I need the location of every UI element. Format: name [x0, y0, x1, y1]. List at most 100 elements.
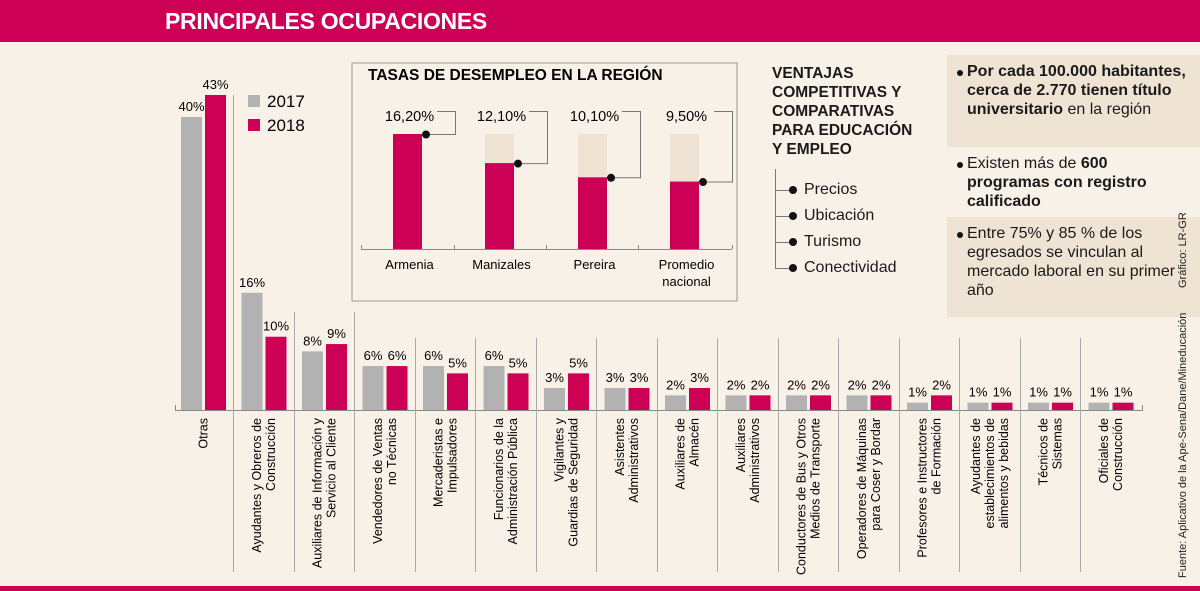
bar-2017	[665, 395, 686, 410]
value-label-2018: 1%	[993, 385, 1012, 400]
category-label: AuxiliaresAdministrativos	[734, 418, 762, 503]
value-label-2018: 5%	[448, 355, 467, 370]
value-label-2017: 2%	[787, 377, 806, 392]
bar-2017	[362, 366, 384, 410]
bar-2017	[1028, 402, 1049, 410]
value-label-2017: 6%	[364, 348, 383, 363]
value-label-2018: 5%	[509, 355, 528, 370]
header-bar: PRINCIPALES OCUPACIONES	[0, 0, 1200, 42]
bar-2018	[447, 373, 468, 410]
bullet-icon	[957, 70, 963, 76]
ventajas-title-line: COMPETITIVAS Y	[772, 84, 902, 101]
bar-2018	[1052, 402, 1073, 410]
unemployment-title: TASAS DE DESEMPLEO EN LA REGIÓN	[368, 66, 663, 84]
source-credit: Fuente: Aplicativo de la Ape-Sena/Dane/M…	[1177, 312, 1189, 578]
callout-dot	[607, 173, 615, 182]
unemployment-category-label: Armenia	[385, 257, 434, 272]
callout-line	[426, 111, 456, 135]
fact-text: en la región	[1063, 101, 1152, 118]
ventajas-item-label: Conectividad	[804, 259, 897, 276]
ventajas-title-line: Y EMPLEO	[772, 141, 852, 158]
value-label-2018: 9%	[327, 326, 346, 341]
category-label: Auxiliares de Información yServicio al C…	[311, 417, 339, 568]
value-label-2018: 43%	[202, 77, 228, 92]
bar-2018	[991, 402, 1013, 410]
value-label-2018: 2%	[811, 377, 830, 392]
category-label: Vigilantes yGuardias de Seguridad	[553, 417, 581, 546]
category-label: Mercaderistas eImpulsadores	[432, 418, 460, 507]
unemployment-value-label: 10,10%	[570, 109, 619, 125]
bar-2017	[1088, 402, 1110, 410]
unemployment-bar	[485, 163, 514, 249]
bar-2018	[628, 388, 650, 410]
category-label: Ayudantes y Obreros deConstrucción	[250, 418, 278, 553]
fact-text: Existen más de	[967, 155, 1081, 172]
bar-2017	[907, 402, 928, 410]
bar-2018	[326, 344, 347, 410]
bar-2017	[181, 116, 202, 410]
value-label-2017: 16%	[239, 275, 265, 290]
bar-2018	[265, 336, 287, 410]
value-label-2017: 2%	[848, 377, 867, 392]
unemployment-value-label: 9,50%	[666, 109, 707, 125]
occupations-chart: 40% 43% Otras 16% 10% Ayudantes y Obreros deC…	[175, 77, 1143, 575]
unemployment-value-label: 16,20%	[385, 109, 434, 125]
callout-line	[518, 111, 548, 165]
value-label-2017: 6%	[485, 348, 504, 363]
value-label-2017: 40%	[178, 99, 204, 114]
bar-2017	[725, 395, 747, 410]
bar-2017	[483, 366, 505, 410]
value-label-2017: 8%	[303, 333, 322, 348]
bar-2018	[931, 395, 952, 410]
unemployment-bar	[670, 181, 699, 249]
value-label-2018: 1%	[1053, 385, 1072, 400]
bar-2017	[241, 292, 263, 410]
footer-bar	[0, 586, 1200, 591]
bar-2018	[810, 395, 831, 410]
ventajas-panel: VENTAJAS COMPETITIVAS Y COMPARATIVAS PARA E…	[772, 64, 942, 283]
value-label-2018: 2%	[932, 377, 951, 392]
value-label-2017: 6%	[424, 348, 443, 363]
ventajas-item: Conectividad	[775, 255, 942, 283]
fact-item: Existen más de 600 programas con registr…	[947, 147, 1200, 217]
bar-2017	[423, 366, 444, 410]
value-label-2018: 3%	[630, 370, 649, 385]
value-label-2018: 6%	[388, 348, 407, 363]
value-label-2017: 3%	[606, 370, 625, 385]
unemployment-category-label: Promedio nacional	[659, 257, 715, 289]
category-label: Operadores de Máquinaspara Coser y Borda…	[855, 418, 883, 559]
unemployment-chart: TASAS DE DESEMPLEO EN LA REGIÓN 16,20% Ar…	[351, 62, 738, 302]
fact-item: Por cada 100.000 habitantes, cerca de 2.…	[947, 55, 1200, 147]
legend-swatch-2018	[248, 119, 260, 131]
legend-label-2017: 2017	[267, 92, 305, 111]
bar-2017	[544, 388, 565, 410]
fact-bold-text: 600 programas con registro calificado	[967, 155, 1147, 210]
unemployment-bar	[393, 134, 422, 249]
bar-2018	[689, 388, 710, 410]
category-label: Conductores de Bus y OtrosMedios de Tran…	[795, 418, 823, 575]
bar-2018	[870, 395, 892, 410]
bar-2017	[302, 351, 323, 410]
callout-line	[611, 111, 641, 179]
value-label-2017: 2%	[666, 377, 685, 392]
value-label-2017: 1%	[1029, 385, 1048, 400]
value-label-2018: 10%	[263, 319, 289, 334]
value-label-2017: 1%	[969, 385, 988, 400]
category-label: Profesores e Instructoresde Formación	[916, 418, 944, 558]
bar-2018	[749, 395, 771, 410]
ventajas-item-label: Precios	[804, 181, 858, 198]
bullet-icon	[789, 238, 797, 246]
ventajas-item: Ubicación	[776, 203, 942, 229]
category-label: Funcionarios de laAdministración Pública	[492, 418, 520, 544]
callout-line	[703, 111, 733, 183]
fact-bold-text: Por cada 100.000 habitantes, cerca de 2.…	[967, 63, 1186, 118]
category-label: Auxiliares deAlmacén	[674, 418, 702, 490]
callout-dot	[514, 159, 522, 168]
value-label-2018: 5%	[569, 355, 588, 370]
fact-item: Entre 75% y 85 % de los egresados se vin…	[947, 217, 1200, 317]
bullet-icon	[957, 162, 963, 168]
legend-swatch-2017	[248, 95, 260, 107]
ventajas-item-label: Ubicación	[804, 207, 875, 224]
ventajas-title-line: VENTAJAS	[772, 65, 854, 82]
